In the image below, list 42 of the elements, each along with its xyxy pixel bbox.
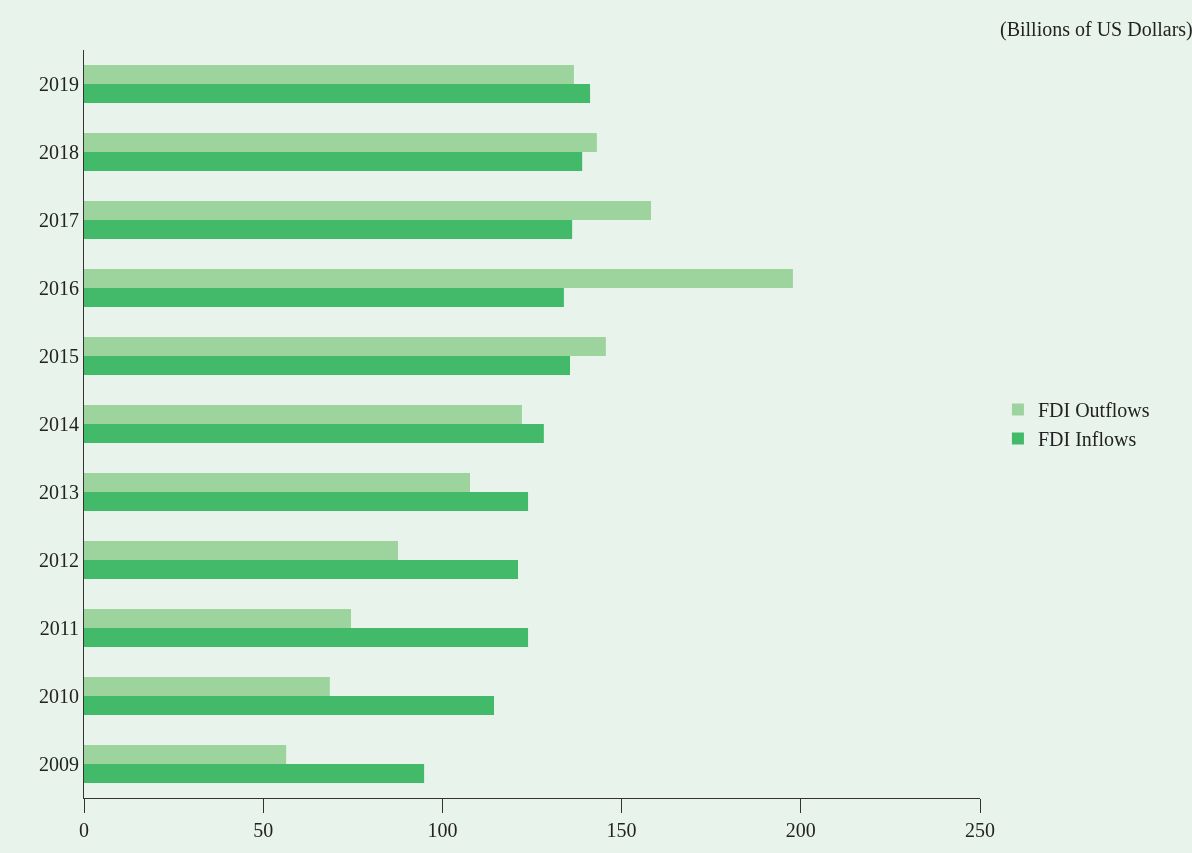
bar <box>84 200 651 220</box>
y-tick-label: 2019 <box>39 73 79 95</box>
x-tick-label: 200 <box>785 819 816 841</box>
y-tick-label: 2013 <box>39 481 79 503</box>
x-tick-label: 50 <box>253 819 274 841</box>
bar <box>84 764 425 784</box>
y-tick-label: 2014 <box>39 413 79 435</box>
y-tick-label: 2015 <box>39 345 79 367</box>
x-tick-label: 0 <box>79 819 89 841</box>
bar <box>84 492 529 512</box>
bar <box>84 472 470 492</box>
legend-label: FDI Outflows <box>1037 399 1150 422</box>
bar <box>84 696 495 716</box>
bar <box>84 152 583 172</box>
bar <box>84 220 573 240</box>
bar <box>84 540 398 560</box>
bar <box>84 628 529 648</box>
bar <box>84 336 606 356</box>
y-tick-label: 2017 <box>39 209 79 231</box>
bar <box>84 64 574 84</box>
legend-label: FDI Inflows <box>1037 428 1137 451</box>
bar <box>84 268 793 288</box>
y-tick-label: 2012 <box>39 549 79 571</box>
bar <box>84 356 570 376</box>
y-tick-label: 2010 <box>39 685 79 707</box>
bar <box>84 744 287 764</box>
bar <box>84 560 519 580</box>
bar <box>84 84 591 104</box>
bar <box>84 424 544 444</box>
x-tick-label: 250 <box>965 819 995 841</box>
x-tick-label: 100 <box>427 819 458 841</box>
bar <box>84 676 330 696</box>
x-tick-label: 150 <box>606 819 637 841</box>
y-tick-label: 2009 <box>39 753 79 775</box>
y-tick-label: 2011 <box>39 617 79 639</box>
bar <box>84 404 522 424</box>
bar <box>84 132 597 152</box>
y-tick-label: 2018 <box>39 141 79 163</box>
y-tick-label: 2016 <box>39 277 79 299</box>
bar <box>84 608 352 628</box>
bar <box>84 288 564 308</box>
text: (Billions of US Dollars) <box>1000 18 1192 41</box>
